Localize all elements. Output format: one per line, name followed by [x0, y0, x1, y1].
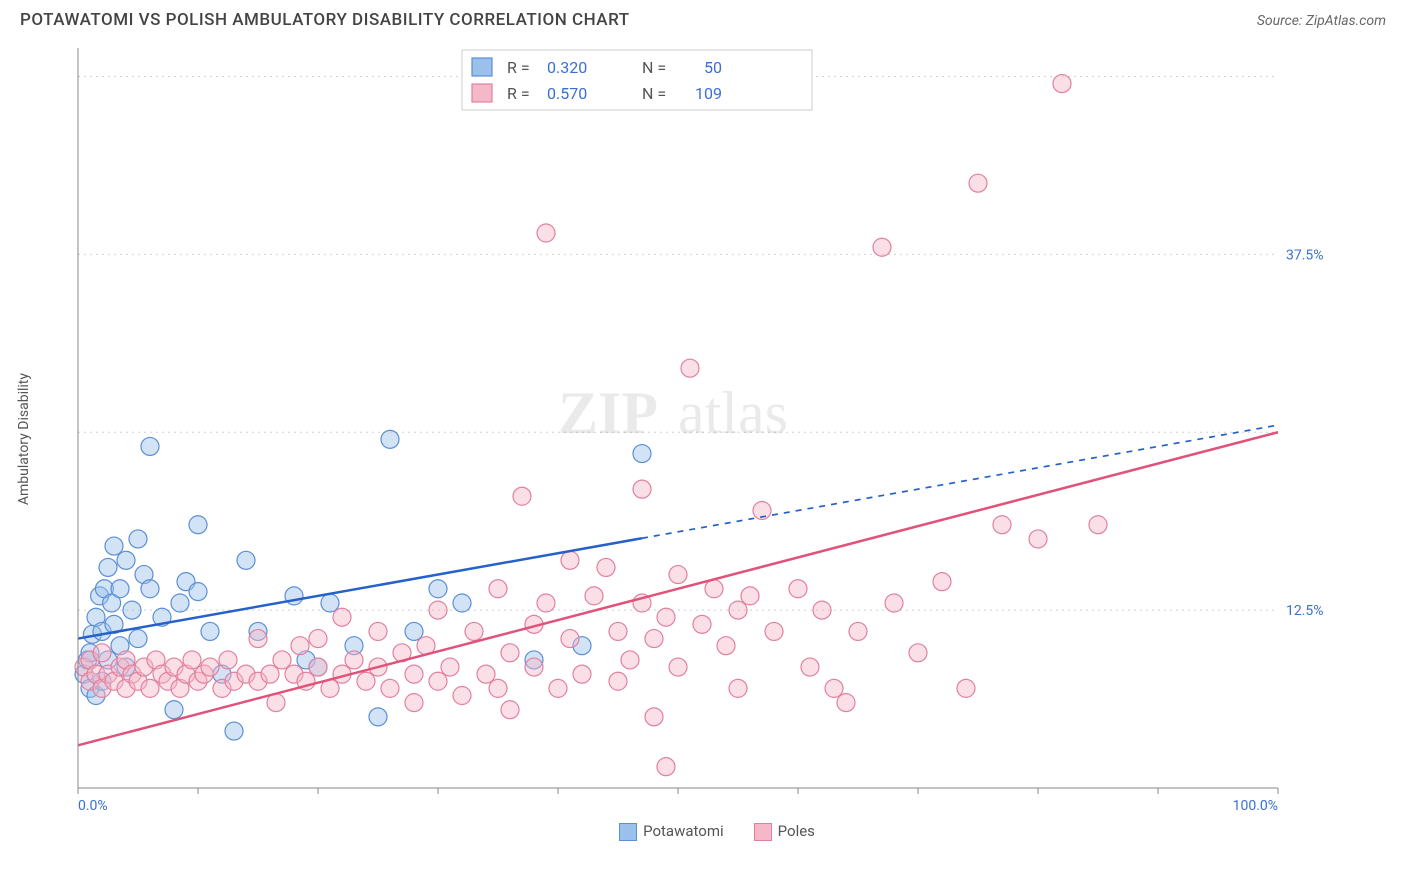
svg-text:0.570: 0.570 — [547, 84, 587, 103]
svg-text:ZIP: ZIP — [558, 380, 658, 446]
svg-text:50: 50 — [704, 58, 722, 77]
svg-text:N =: N = — [642, 58, 666, 77]
y-axis-label: Ambulatory Disability — [10, 373, 38, 505]
source-attribution: Source: ZipAtlas.com — [1257, 13, 1386, 29]
svg-text:0.320: 0.320 — [547, 58, 587, 77]
series-legend: Potawatomi Poles — [38, 822, 1396, 841]
legend-swatch — [619, 823, 637, 841]
svg-text:109: 109 — [695, 84, 722, 103]
scatter-chart: 12.5% 37.5% ZIP atlas 0.0% 100.0% R = 0.320 N = 5… — [38, 38, 1338, 818]
svg-text:37.5%: 37.5% — [1286, 247, 1324, 263]
legend-item: Potawatomi — [619, 822, 724, 841]
svg-text:100.0%: 100.0% — [1233, 798, 1278, 814]
svg-text:12.5%: 12.5% — [1286, 603, 1324, 619]
chart-title: POTAWATOMI VS POLISH AMBULATORY DISABILI… — [20, 10, 630, 30]
svg-text:0.0%: 0.0% — [78, 798, 108, 814]
svg-text:N =: N = — [642, 84, 666, 103]
svg-text:atlas: atlas — [678, 380, 788, 446]
legend-swatch — [754, 823, 772, 841]
svg-text:R =: R = — [507, 58, 530, 77]
legend-item: Poles — [754, 822, 815, 841]
svg-text:R =: R = — [507, 84, 530, 103]
